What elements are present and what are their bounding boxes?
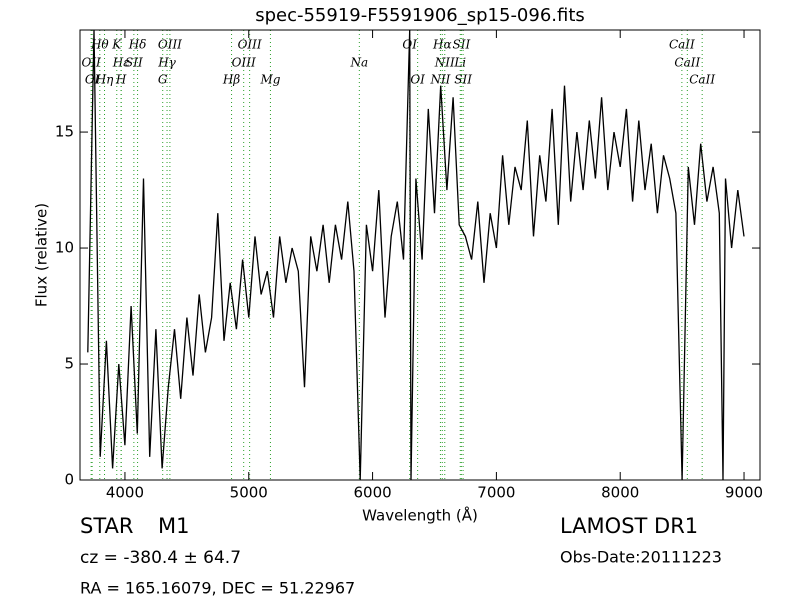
spectral-line-label: Hθ xyxy=(90,38,109,52)
spectral-line-label: H xyxy=(115,73,127,87)
spectral-line-label: OI xyxy=(410,73,425,87)
x-tick-label: 5000 xyxy=(230,484,268,502)
spectral-line-label: OIII xyxy=(238,38,262,52)
spectral-line-label: CaII xyxy=(689,73,715,87)
spectral-line-label: Hδ xyxy=(128,38,147,52)
spectral-line-label: NII xyxy=(434,56,455,70)
spectral-line-label: OII xyxy=(81,56,101,70)
x-tick-label: 7000 xyxy=(477,484,515,502)
coords: RA = 165.16079, DEC = 51.22967 xyxy=(80,579,355,598)
spectral-line-label: OIII xyxy=(232,56,256,70)
x-tick-label: 4000 xyxy=(106,484,144,502)
spectral-line-label: Na xyxy=(350,56,369,70)
spectral-line-label: SII xyxy=(454,73,472,87)
y-tick-label: 15 xyxy=(55,123,74,141)
spectrum xyxy=(87,29,745,481)
spectral-line-label: SII xyxy=(125,56,143,70)
class: STAR xyxy=(80,514,133,538)
x-axis-label: Wavelength (Å) xyxy=(362,506,478,525)
x-tick-label: 9000 xyxy=(725,484,763,502)
chart-title: spec-55919-F5591906_sp15-096.fits xyxy=(255,5,585,26)
subclass: M1 xyxy=(158,514,189,538)
spectral-line-label: K xyxy=(111,38,122,52)
plot-frame xyxy=(79,29,761,481)
y-tick-label: 0 xyxy=(64,471,74,489)
spectral-line-label: OIII xyxy=(158,38,182,52)
spectral-line-label: NII xyxy=(429,73,450,87)
y-tick-label: 10 xyxy=(55,239,74,257)
x-tick-label: 6000 xyxy=(353,484,391,502)
spectral-line-label: CaII xyxy=(674,56,700,70)
obs-date: Obs-Date:20111223 xyxy=(560,548,722,567)
y-tick-label: 5 xyxy=(64,355,74,373)
spectral-line-label: Hα xyxy=(432,38,452,52)
spectral-line-label: SII xyxy=(453,38,471,52)
spectral-line-label: Hη xyxy=(95,73,114,87)
spectral-line-label: Hβ xyxy=(222,73,240,87)
survey: LAMOST DR1 xyxy=(560,514,698,538)
y-axis-label: Flux (relative) xyxy=(33,203,51,307)
spectral-line-label: Li xyxy=(453,56,466,70)
x-tick-label: 8000 xyxy=(601,484,639,502)
spectral-line-label: Hγ xyxy=(157,56,176,70)
spectral-line-label: CaII xyxy=(669,38,695,52)
cz: cz = -380.4 ± 64.7 xyxy=(80,548,241,568)
spectral-line-label: G xyxy=(158,73,168,87)
spectral-line-label: Mg xyxy=(259,73,280,87)
spectral-line-label: OI xyxy=(85,73,100,87)
